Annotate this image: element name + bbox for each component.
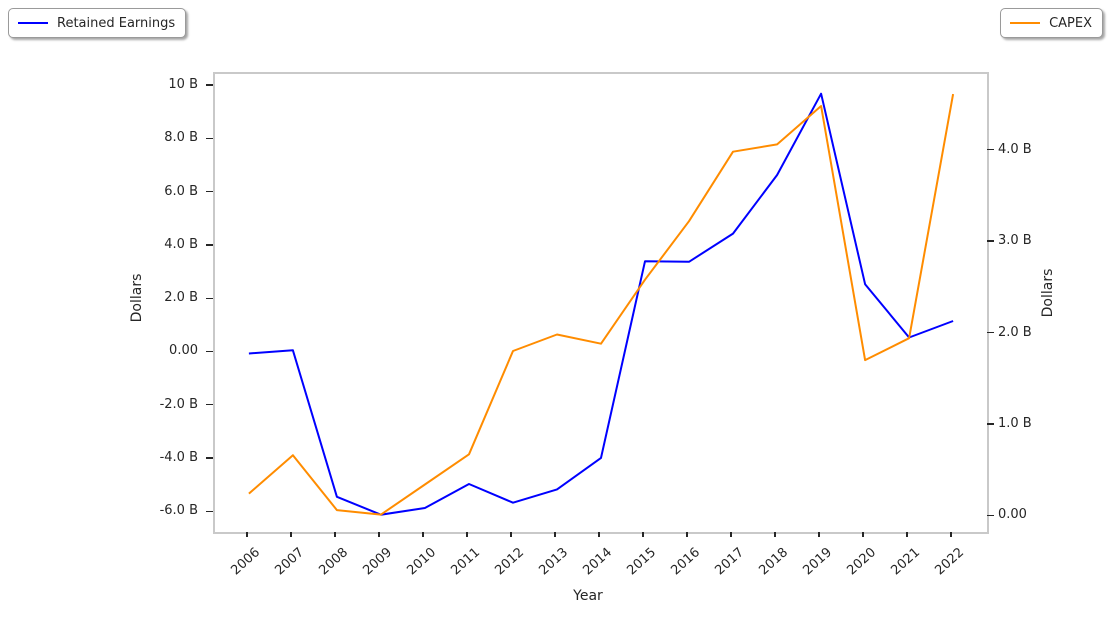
x-tick: [378, 532, 380, 537]
y-tick-left: [206, 137, 213, 140]
y-tick-label-left: 8.0 B: [164, 130, 198, 146]
x-tick: [554, 532, 556, 537]
x-tick: [510, 532, 512, 537]
y-tick-label-right: 4.0 B: [998, 141, 1032, 157]
y-tick-right: [987, 423, 994, 425]
legend-label-retained-earnings: Retained Earnings: [57, 15, 176, 31]
legend-capex: CAPEX: [1000, 8, 1103, 38]
y-tick-left: [206, 404, 213, 406]
line-capex: [248, 93, 955, 516]
legend-retained-earnings: Retained Earnings: [8, 8, 187, 38]
y-tick-label-left: 2.0 B: [164, 290, 198, 306]
x-tick: [246, 532, 248, 537]
y-tick-label-left: -4.0 B: [159, 450, 198, 466]
y-tick-label-right: 3.0 B: [998, 233, 1032, 249]
y-tick-label-left: 4.0 B: [164, 236, 198, 252]
x-tick: [334, 532, 336, 537]
legend-line-swatch-orange: [1010, 22, 1041, 24]
y-tick-left: [206, 510, 213, 513]
x-tick: [422, 532, 424, 537]
x-tick: [730, 532, 732, 537]
y-tick-label-right: 1.0 B: [998, 415, 1032, 431]
legend-label-capex: CAPEX: [1049, 15, 1092, 31]
y-tick-left: [206, 457, 213, 459]
x-tick: [906, 532, 908, 537]
x-tick: [290, 532, 292, 537]
y-tick-right: [987, 514, 994, 517]
y-tick-left: [206, 244, 213, 246]
y-tick-left: [206, 297, 213, 299]
y-tick-label-right: 2.0 B: [998, 324, 1032, 340]
x-axis-label: Year: [573, 588, 603, 604]
y-tick-right: [987, 149, 994, 151]
y-tick-label-left: -6.0 B: [159, 503, 198, 519]
x-tick: [950, 532, 952, 537]
y-tick-label-left: 10 B: [168, 77, 198, 93]
y-tick-right: [987, 240, 994, 242]
y-tick-right: [987, 331, 994, 334]
y-tick-left: [206, 190, 213, 193]
x-tick: [686, 532, 688, 537]
y-tick-label-right: 0.00: [998, 507, 1027, 523]
x-tick: [818, 532, 820, 537]
plot-area: [213, 72, 989, 534]
x-tick: [598, 532, 600, 537]
y-tick-label-left: -2.0 B: [159, 396, 198, 412]
y-tick-left: [206, 350, 213, 353]
x-tick: [862, 532, 864, 537]
legend-line-swatch-blue: [18, 22, 48, 24]
y-axis-label-left: Dollars: [129, 273, 145, 323]
line-retained-earnings: [248, 92, 954, 516]
y-tick-label-left: 0.00: [169, 343, 198, 359]
x-tick: [642, 532, 644, 537]
y-axis-label-right: Dollars: [1040, 268, 1056, 318]
x-tick: [466, 532, 468, 537]
y-tick-left: [206, 84, 213, 86]
plot-canvas: [248, 92, 955, 516]
y-tick-label-left: 6.0 B: [164, 183, 198, 199]
x-tick: [774, 532, 776, 537]
